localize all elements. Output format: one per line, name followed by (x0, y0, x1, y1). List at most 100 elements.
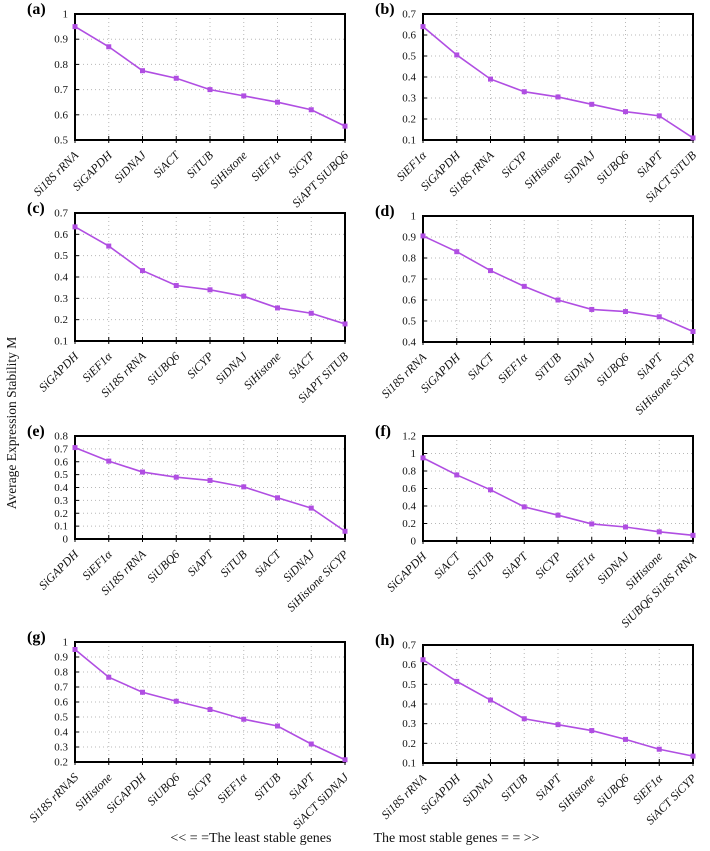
x-category-label: SiCYP (532, 549, 565, 582)
y-tick-label: 0.3 (54, 293, 68, 305)
x-category-label: SiHistone SiCYP (632, 350, 700, 418)
data-point-marker (690, 753, 696, 759)
data-point-marker (342, 123, 348, 129)
y-tick-label: 0.4 (54, 727, 68, 739)
panel-letter-d: (d) (375, 203, 395, 220)
y-tick-label: 0.5 (402, 316, 416, 328)
data-point-marker (555, 297, 561, 303)
x-category-label: SiAPT (185, 546, 218, 579)
data-point-marker (623, 109, 628, 115)
data-point-marker (72, 24, 78, 30)
x-category-label: SiGAPDH (36, 546, 82, 592)
x-category-label: Si18S rRNA (30, 148, 81, 199)
data-point-marker (140, 68, 145, 74)
y-tick-label: 0.4 (402, 337, 416, 349)
data-point-marker (656, 529, 662, 535)
y-tick-label: 0.8 (54, 667, 68, 679)
y-tick-label: 0.3 (54, 495, 68, 507)
data-point-marker (106, 44, 112, 50)
data-point-marker (589, 521, 595, 527)
data-point-marker (173, 474, 179, 480)
x-category-label: SiUBQ6 (593, 148, 631, 186)
data-point-marker (241, 293, 247, 299)
y-tick-label: 0.6 (402, 295, 416, 307)
y-tick-label: 0.6 (402, 30, 416, 42)
y-tick-label: 0.6 (54, 229, 68, 241)
data-point-marker (241, 484, 247, 490)
x-category-label: SiEF1α (495, 350, 531, 386)
y-tick-label: 0.7 (54, 682, 68, 694)
data-point-marker (173, 75, 179, 81)
data-point-marker (207, 707, 213, 712)
x-category-label: Si18S rRNAS (26, 770, 81, 825)
data-point-marker (454, 249, 460, 255)
data-point-marker (656, 746, 662, 752)
x-category-label: SiDNAJ (111, 148, 149, 186)
data-point-marker (656, 113, 662, 119)
panel-letter-c: (c) (27, 200, 45, 217)
data-point-marker (72, 224, 78, 230)
y-tick-label: 0.3 (402, 718, 416, 730)
y-tick-label: 0.3 (54, 742, 68, 754)
data-point-marker (589, 728, 595, 734)
y-tick-label: 0.7 (54, 208, 68, 220)
data-point-marker (521, 89, 527, 95)
y-tick-label: 0.1 (402, 758, 416, 770)
data-point-marker (420, 24, 426, 30)
y-tick-label: 1 (411, 448, 417, 460)
x-category-label: Si18S rRNA (378, 771, 429, 822)
data-point-marker (454, 52, 460, 58)
data-point-marker (140, 689, 145, 695)
data-point-marker (275, 99, 280, 105)
data-point-marker (555, 722, 561, 728)
y-tick-label: 0.5 (402, 51, 416, 63)
x-category-label: SiGAPDH (384, 548, 430, 594)
y-tick-label: 0.6 (54, 109, 68, 121)
y-tick-label: 0.6 (402, 483, 416, 495)
data-point-marker (308, 741, 314, 747)
y-tick-label: 0.7 (402, 640, 416, 652)
x-category-label: SiAPT (499, 548, 532, 581)
data-point-marker (72, 647, 78, 652)
y-tick-label: 0.2 (402, 114, 416, 126)
y-tick-label: 0.8 (402, 253, 416, 265)
data-point-marker (106, 243, 112, 249)
data-point-marker (589, 306, 595, 312)
y-tick-label: 1.2 (402, 431, 416, 443)
series-line (74, 25, 346, 127)
data-point-marker (488, 697, 493, 703)
x-category-label: SiTUB (498, 771, 531, 804)
data-point-marker (521, 283, 527, 289)
x-category-label: SiEF1α (562, 549, 598, 585)
x-category-label: SiHistone (521, 148, 564, 191)
y-tick-label: 0.5 (54, 469, 68, 481)
chart-panel-b: 0.10.20.30.40.50.60.7SiEF1αSiGAPDHSi18S … (394, 9, 700, 205)
data-point-marker (173, 283, 179, 289)
data-point-marker (623, 309, 628, 315)
x-category-label: Si18S rRNA (378, 350, 429, 401)
data-point-marker (454, 472, 460, 478)
y-tick-label: 0.2 (54, 314, 68, 326)
data-point-marker (488, 487, 493, 493)
x-category-label: SiDNAJ (561, 350, 599, 388)
data-point-marker (72, 445, 78, 451)
data-point-marker (342, 321, 348, 327)
x-category-label: SiUBQ6 (593, 771, 631, 809)
x-category-label: SiACT (150, 147, 183, 180)
y-tick-label: 0.4 (54, 482, 68, 494)
data-point-marker (690, 532, 696, 538)
x-category-label: SiTUB (464, 549, 497, 582)
y-tick-label: 0.4 (54, 272, 68, 284)
y-tick-label: 0 (411, 536, 417, 548)
x-category-label: SiDNAJ (459, 771, 497, 809)
y-tick-label: 0.6 (402, 659, 416, 671)
data-point-marker (106, 458, 112, 464)
y-tick-label: 0.1 (54, 521, 68, 533)
x-category-label: SiACT (465, 349, 498, 382)
data-point-marker (623, 524, 628, 530)
panel-letter-b: (b) (375, 1, 395, 18)
y-tick-label: 0 (63, 534, 69, 546)
y-tick-label: 0.5 (54, 135, 68, 147)
